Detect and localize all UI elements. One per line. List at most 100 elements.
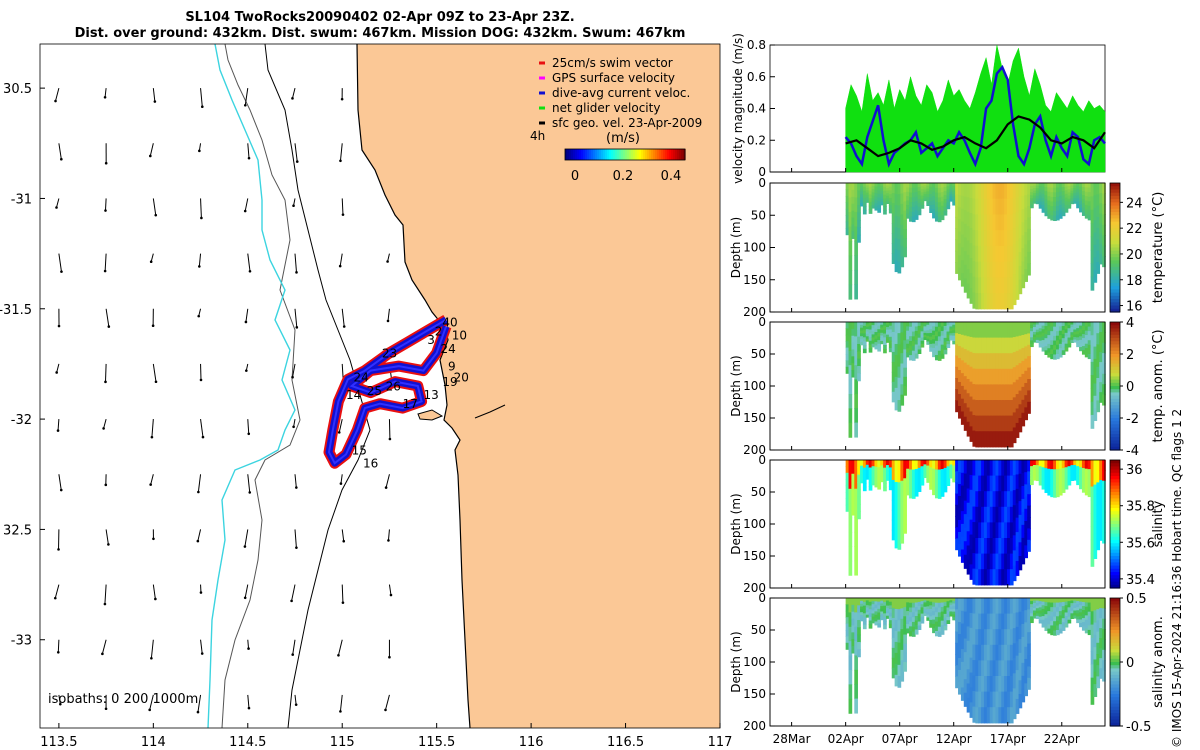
temp_anom-cell (1064, 329, 1069, 334)
salinity-cell (1038, 478, 1043, 483)
geo-velocity-arrowhead (291, 375, 294, 379)
temp_anom-cell (975, 322, 980, 339)
temp_anom-cell (1102, 322, 1106, 333)
sal_anom-cell (966, 669, 971, 685)
sal_anom-cell (1056, 629, 1060, 636)
temperature-cell (1079, 190, 1083, 195)
sal_anom-cell (1079, 598, 1083, 603)
sal_anom-cell (891, 647, 896, 659)
map-y-tick-label: 32.5 (3, 523, 32, 538)
salinity-cell (1012, 475, 1017, 491)
geo-velocity-arrowhead (291, 653, 295, 656)
salinity-cell (966, 559, 971, 575)
temp_anom-cell (1032, 326, 1037, 331)
sal_anom-cell (862, 617, 867, 622)
sal_anom-cell (865, 598, 870, 601)
temp_anom-cell (880, 332, 884, 337)
sal_anom-cell (1081, 598, 1086, 603)
sal_anom-panel (769, 597, 1123, 727)
temperature-cell (946, 198, 951, 203)
temp_anom-cell (1079, 329, 1083, 334)
sal_anom-cell (1061, 610, 1066, 615)
temperature-cell (1001, 230, 1005, 247)
sal_anom-cell (1018, 639, 1023, 654)
temperature-cell (998, 230, 1003, 247)
geo-velocity-arrowhead (150, 656, 153, 660)
temperature-cell (1093, 257, 1098, 271)
salinity-cell (848, 488, 853, 504)
sal_anom-cell (894, 652, 899, 665)
temp_anom-cell (1056, 322, 1060, 328)
temperature-cell (877, 186, 882, 191)
sal_anom-cell (1070, 598, 1075, 602)
salinity-cell (963, 487, 968, 502)
sal_anom-cell (1035, 598, 1040, 602)
salinity-cell (848, 560, 853, 576)
temp_anom-cell (937, 331, 942, 337)
salinity-cell (877, 470, 882, 476)
temperature-cell (981, 214, 985, 231)
salinity-cell (932, 468, 936, 474)
temp_anom-cell (929, 332, 933, 338)
temperature-cell (1032, 183, 1037, 187)
temp_anom-cell (952, 338, 956, 342)
sal_anom-cell (920, 601, 925, 605)
temperature-cell (1001, 214, 1005, 231)
sal_anom-cell (1064, 598, 1069, 603)
island-rottnest (417, 409, 444, 421)
temp_anom-cell (874, 322, 879, 326)
sal_anom-cell (1076, 619, 1080, 624)
geo-velocity-arrowhead (104, 161, 108, 165)
salinity-cell (909, 469, 913, 475)
sal_anom-cell (989, 644, 994, 661)
time-tick-label: 12Apr (936, 732, 972, 746)
salinity-cell (914, 473, 919, 479)
salinity-cell (1084, 481, 1089, 487)
temp_anom-cell (1015, 336, 1020, 352)
temperature-cell (920, 189, 925, 194)
temp_anom-cell (1001, 337, 1005, 354)
salinity-cell (1079, 470, 1083, 475)
temperature-cell (1041, 183, 1046, 188)
sal_anom-cell (995, 598, 1000, 615)
sal_anom-cell (1030, 607, 1034, 611)
salinity-cell (920, 469, 925, 474)
temperature-cell (1041, 190, 1046, 195)
sal_anom-cell (1084, 602, 1089, 608)
salinity-cell (1024, 533, 1028, 546)
salinity-cell (1044, 476, 1049, 481)
temperature-cell (1001, 293, 1005, 310)
temperature-cell (1053, 215, 1057, 222)
sal_anom-cell (914, 629, 919, 635)
salinity-cell (1009, 522, 1014, 539)
colorbar-segment (683, 149, 686, 160)
sal_anom-cell (1047, 611, 1052, 617)
salinity-cell (986, 506, 991, 523)
salinity-cell (894, 492, 899, 505)
temperature-cell (992, 261, 997, 278)
salinity-cell (1030, 472, 1034, 476)
temp_anom-cell (975, 415, 980, 432)
temperature-cell (926, 185, 931, 190)
sal_anom-colorbar-segment (1110, 642, 1120, 647)
sal_anom-cell (906, 611, 910, 617)
salinity-cell (1079, 474, 1083, 479)
temp_anom-cell (972, 322, 977, 339)
chart-title-line1: SL104 TwoRocks20090402 02-Apr 09Z to 23-… (185, 10, 575, 25)
sal_anom-cell (949, 613, 954, 617)
sal_anom-cell (929, 598, 933, 603)
temp_anom-cell (1001, 400, 1005, 417)
temp_anom-cell (1015, 408, 1020, 424)
temp_anom-cell (1090, 322, 1095, 336)
geo-velocity-arrow (387, 308, 390, 321)
temperature-cell (981, 293, 985, 310)
geo-velocity-arrow (339, 143, 343, 161)
temp_anom-cell (966, 364, 971, 380)
sal_anom-cell (1084, 624, 1089, 630)
temperature-cell (1079, 193, 1083, 199)
sal_anom-cell (943, 598, 948, 603)
temp_anom-cell (1004, 400, 1008, 417)
sal_anom-cell (932, 623, 936, 629)
temp_anom-cell (1027, 322, 1031, 335)
temperature-cell (900, 224, 905, 236)
